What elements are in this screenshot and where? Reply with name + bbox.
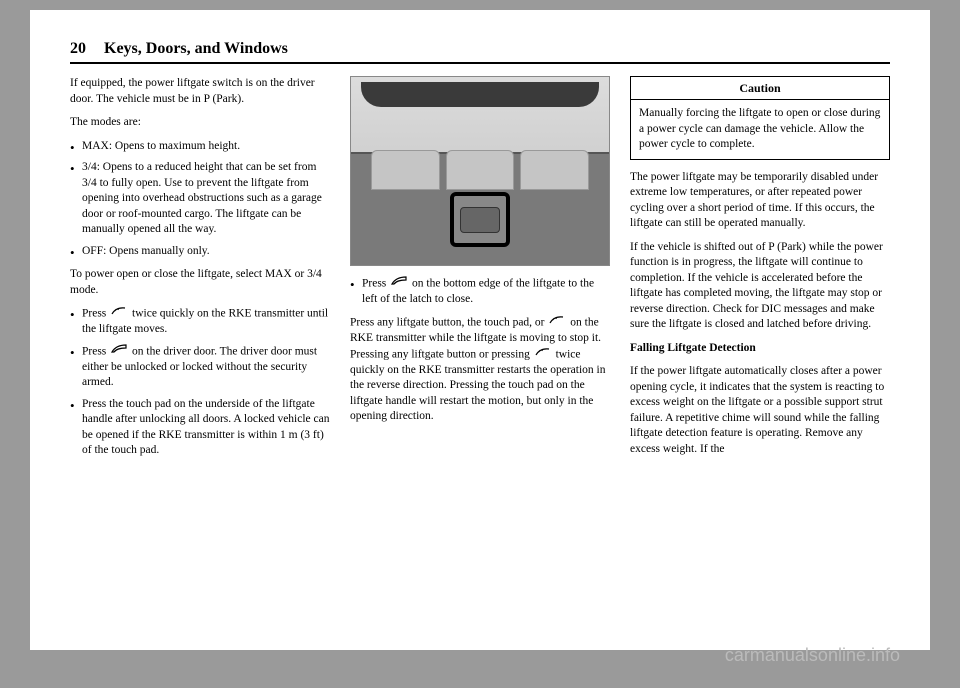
- list-item: Press twice quickly on the RKE transmitt…: [70, 306, 330, 337]
- figure-button-callout: [450, 192, 510, 247]
- falling-body: If the power liftgate automatically clos…: [630, 364, 890, 457]
- text-prefix: Press: [82, 345, 106, 357]
- list-item: Press on the bottom edge of the liftgate…: [350, 276, 610, 307]
- text-prefix: Press: [362, 277, 386, 289]
- page-number: 20: [70, 40, 86, 58]
- list-item: 3/4: Opens to a reduced height that can …: [70, 160, 330, 238]
- press-any-paragraph: Press any liftgate button, the touch pad…: [350, 315, 610, 424]
- liftgate-motion-icon: [535, 347, 551, 363]
- list-item: MAX: Opens to maximum height.: [70, 139, 330, 155]
- list-item: OFF: Opens manually only.: [70, 244, 330, 260]
- power-open-text: To power open or close the liftgate, sel…: [70, 267, 330, 298]
- seat: [371, 150, 440, 190]
- text-prefix: Press: [82, 308, 106, 320]
- figure-button-inner: [460, 207, 500, 233]
- shifted-paragraph: If the vehicle is shifted out of P (Park…: [630, 240, 890, 333]
- text-segment: Press any liftgate button, the touch pad…: [350, 317, 545, 329]
- content-columns: If equipped, the power liftgate switch i…: [70, 76, 890, 467]
- list-item: Press the touch pad on the underside of …: [70, 397, 330, 459]
- column-2: Press on the bottom edge of the liftgate…: [350, 76, 610, 467]
- list-item: Press on the driver door. The driver doo…: [70, 344, 330, 391]
- manual-page: 20 Keys, Doors, and Windows If equipped,…: [30, 10, 930, 650]
- page-header: 20 Keys, Doors, and Windows: [70, 40, 890, 64]
- modes-list: MAX: Opens to maximum height. 3/4: Opens…: [70, 139, 330, 260]
- caution-body: Manually forcing the liftgate to open or…: [631, 100, 889, 159]
- actions-list: Press twice quickly on the RKE transmitt…: [70, 306, 330, 458]
- liftgate-figure: [350, 76, 610, 266]
- figure-seats: [371, 150, 589, 190]
- column-3: Caution Manually forcing the liftgate to…: [630, 76, 890, 467]
- liftgate-motion-icon: [549, 315, 565, 331]
- seat: [520, 150, 589, 190]
- liftgate-open-icon: [111, 344, 127, 360]
- column-1: If equipped, the power liftgate switch i…: [70, 76, 330, 467]
- close-list: Press on the bottom edge of the liftgate…: [350, 276, 610, 307]
- intro-paragraph: If equipped, the power liftgate switch i…: [70, 76, 330, 107]
- liftgate-open-icon: [391, 276, 407, 292]
- disabled-paragraph: The power liftgate may be temporarily di…: [630, 170, 890, 232]
- modes-label: The modes are:: [70, 115, 330, 131]
- chapter-title: Keys, Doors, and Windows: [104, 40, 288, 58]
- liftgate-motion-icon: [111, 306, 127, 322]
- seat: [446, 150, 515, 190]
- caution-box: Caution Manually forcing the liftgate to…: [630, 76, 890, 160]
- caution-title: Caution: [631, 77, 889, 100]
- figure-hatch: [361, 82, 599, 107]
- falling-heading: Falling Liftgate Detection: [630, 341, 890, 357]
